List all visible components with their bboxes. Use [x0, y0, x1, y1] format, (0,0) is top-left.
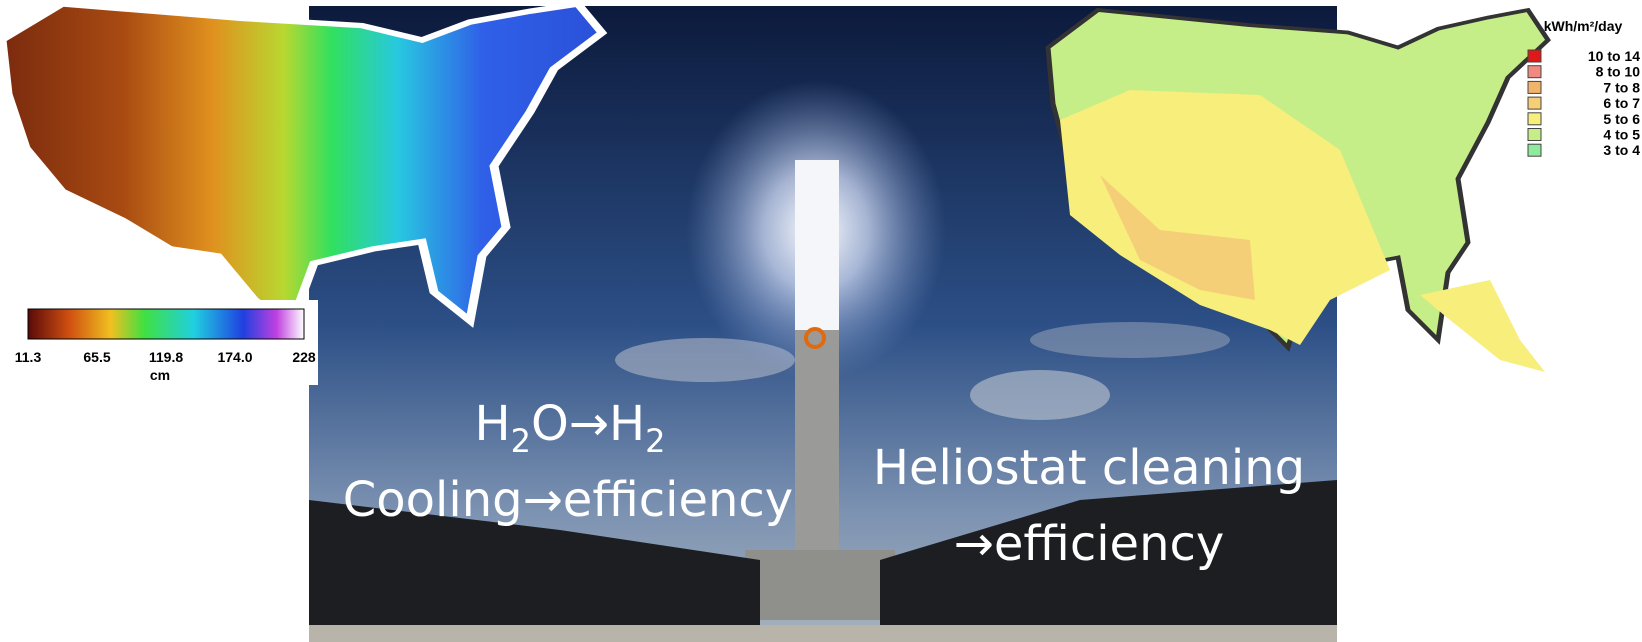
legend-title: kWh/m²/day	[1544, 18, 1623, 34]
legend-swatch	[1527, 80, 1542, 94]
scale-label: 174.0	[217, 349, 252, 365]
legend-swatch	[1527, 128, 1542, 141]
legend-label: 3 to 4	[1603, 142, 1640, 158]
scale-label: 119.8	[149, 349, 183, 365]
legend-label: 7 to 8	[1603, 79, 1640, 95]
formula: H2O→H2	[475, 396, 666, 460]
solar-map: 10 to 148 to 107 to 86 to 75 to 64 to 53…	[1048, 10, 1640, 372]
formula-sub: 2	[511, 422, 531, 460]
cooling-text: Cooling→efficiency	[343, 472, 793, 528]
formula-sub: 2	[645, 422, 665, 460]
formula-part: H	[475, 396, 511, 452]
legend-swatch	[1527, 143, 1542, 157]
legend-label: 8 to 10	[1596, 64, 1641, 80]
heliostat-text: Heliostat cleaning	[873, 440, 1305, 496]
legend-swatch	[1527, 112, 1542, 126]
scale-label: 228	[292, 349, 316, 365]
legend-swatch	[1527, 49, 1542, 63]
unit-label: cm	[150, 367, 170, 383]
legend-swatch	[1527, 65, 1542, 79]
legend-swatch	[1527, 96, 1542, 110]
legend-label: 4 to 5	[1603, 127, 1640, 143]
legend-label: 10 to 14	[1588, 48, 1640, 64]
color-bar	[27, 308, 305, 340]
efficiency-text: →efficiency	[954, 516, 1225, 572]
scale-label: 65.5	[83, 349, 110, 365]
legend-label: 5 to 6	[1603, 111, 1640, 127]
precip-map: 11.3 65.5 119.8 174.0 228 cm	[0, 4, 602, 385]
legend-label: 6 to 7	[1603, 95, 1640, 111]
scale-label: 11.3	[15, 349, 42, 365]
formula-part: O→H	[531, 396, 645, 452]
